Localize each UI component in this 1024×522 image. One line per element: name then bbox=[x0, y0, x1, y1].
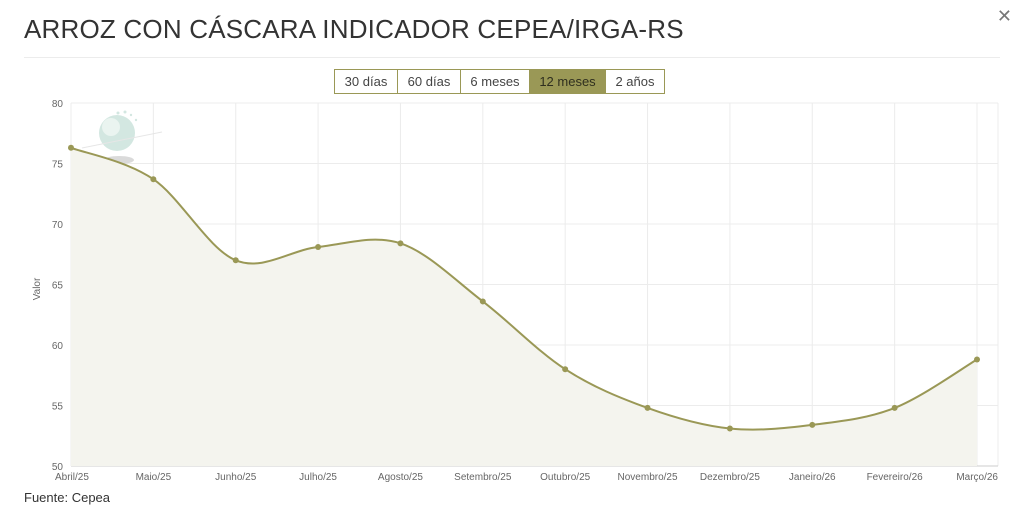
globe-icon bbox=[81, 110, 163, 164]
chart-title: ARROZ CON CÁSCARA INDICADOR CEPEA/IRGA-R… bbox=[24, 14, 684, 44]
x-tick-label: Março/26 bbox=[956, 472, 998, 483]
range-selector: 30 días 60 días 6 meses 12 meses 2 años bbox=[334, 69, 665, 94]
y-tick-label: 70 bbox=[52, 220, 64, 231]
data-point bbox=[644, 404, 651, 411]
range-button-12-months[interactable]: 12 meses bbox=[530, 70, 606, 93]
x-tick-label: Dezembro/25 bbox=[700, 472, 760, 483]
x-tick-label: Janeiro/26 bbox=[789, 472, 836, 483]
x-tick-label: Novembro/25 bbox=[618, 472, 678, 483]
x-tick-label: Junho/25 bbox=[215, 472, 257, 483]
series-line bbox=[70, 146, 978, 431]
data-point bbox=[150, 176, 157, 183]
range-button-30-days[interactable]: 30 días bbox=[335, 70, 398, 93]
range-button-2-years[interactable]: 2 años bbox=[606, 70, 664, 93]
data-point bbox=[562, 366, 569, 373]
close-icon[interactable]: ✕ bbox=[996, 6, 1012, 26]
data-point bbox=[232, 257, 239, 264]
data-point bbox=[974, 356, 980, 363]
x-tick-label: Abril/25 bbox=[55, 472, 89, 483]
y-tick-label: 65 bbox=[52, 281, 64, 292]
data-point bbox=[809, 421, 816, 428]
y-tick-label: 80 bbox=[52, 99, 64, 110]
data-points bbox=[68, 144, 980, 432]
data-point bbox=[479, 298, 486, 305]
x-tick-label: Setembro/25 bbox=[454, 472, 512, 483]
range-button-60-days[interactable]: 60 días bbox=[398, 70, 461, 93]
y-axis-label: Valor bbox=[32, 277, 43, 300]
series-area-fill bbox=[71, 147, 977, 466]
data-point bbox=[315, 243, 322, 250]
range-button-6-months[interactable]: 6 meses bbox=[461, 70, 530, 93]
x-axis-ticks: Abril/25 Maio/25 Junho/25 Julho/25 Agosto/25… bbox=[55, 472, 998, 483]
y-tick-label: 55 bbox=[52, 402, 64, 413]
x-tick-label: Julho/25 bbox=[299, 472, 337, 483]
y-tick-label: 50 bbox=[52, 462, 64, 473]
source-note: Fuente: Cepea bbox=[24, 490, 111, 505]
y-tick-label: 60 bbox=[52, 341, 64, 352]
x-tick-label: Maio/25 bbox=[136, 472, 172, 483]
data-point bbox=[891, 404, 898, 411]
x-tick-label: Agosto/25 bbox=[378, 472, 423, 483]
y-tick-label: 75 bbox=[52, 160, 64, 171]
data-point bbox=[726, 425, 733, 432]
x-tick-label: Fevereiro/26 bbox=[867, 472, 924, 483]
title-divider bbox=[24, 57, 1000, 58]
data-point bbox=[68, 144, 74, 151]
y-axis-ticks: 80 75 70 65 60 55 50 bbox=[52, 99, 64, 473]
data-point bbox=[397, 240, 404, 247]
x-tick-label: Outubro/25 bbox=[540, 472, 590, 483]
